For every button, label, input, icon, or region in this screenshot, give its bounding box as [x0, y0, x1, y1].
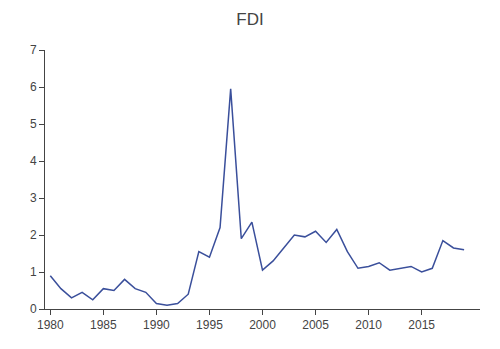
svg-text:1990: 1990 [143, 318, 170, 332]
svg-text:FDI: FDI [236, 10, 263, 29]
svg-text:4: 4 [30, 154, 37, 168]
svg-text:1995: 1995 [196, 318, 223, 332]
svg-text:1: 1 [30, 265, 37, 279]
svg-text:7: 7 [30, 43, 37, 57]
svg-text:2000: 2000 [249, 318, 276, 332]
svg-text:2: 2 [30, 228, 37, 242]
svg-text:3: 3 [30, 191, 37, 205]
svg-text:2015: 2015 [408, 318, 435, 332]
svg-text:1985: 1985 [90, 318, 117, 332]
svg-text:6: 6 [30, 80, 37, 94]
svg-text:2010: 2010 [355, 318, 382, 332]
svg-text:0: 0 [30, 302, 37, 316]
svg-text:1980: 1980 [37, 318, 64, 332]
svg-text:2005: 2005 [302, 318, 329, 332]
svg-text:5: 5 [30, 117, 37, 131]
